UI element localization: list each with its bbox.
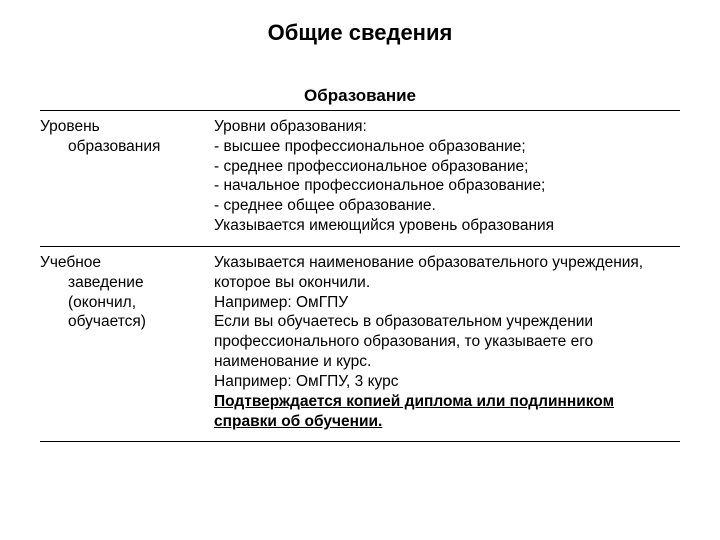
body-p: Указывается наименование образовательног… [214,253,676,293]
body-confirm: Подтверждается копией диплома или подлин… [214,392,676,432]
label-line1: Уровень [40,117,206,137]
body-p: Например: ОмГПУ, 3 курс [214,372,676,392]
page-title: Общие сведения [40,20,680,46]
row-body: Указывается наименование образовательног… [210,246,680,441]
body-outro: Указывается имеющийся уровень образовани… [214,216,676,236]
body-item: - среднее общее образование. [214,196,676,216]
label-rest: заведение (окончил, обучается) [40,273,206,332]
body-item: - начальное профессиональное образование… [214,176,676,196]
label-rest: образования [40,137,206,157]
row-label: Уровень образования [40,111,210,247]
label-line1: Учебное [40,253,206,273]
row-body: Уровни образования: - высшее профессиона… [210,111,680,247]
body-item: - высшее профессиональное образование; [214,137,676,157]
body-p: Если вы обучаетесь в образовательном учр… [214,312,676,371]
body-intro: Уровни образования: [214,117,676,137]
body-p: Например: ОмГПУ [214,293,676,313]
body-item: - среднее профессиональное образование; [214,157,676,177]
table-row: Учебное заведение (окончил, обучается) У… [40,246,680,441]
section-title: Образование [40,86,680,106]
table-row: Уровень образования Уровни образования: … [40,111,680,247]
row-label: Учебное заведение (окончил, обучается) [40,246,210,441]
education-table: Уровень образования Уровни образования: … [40,110,680,442]
